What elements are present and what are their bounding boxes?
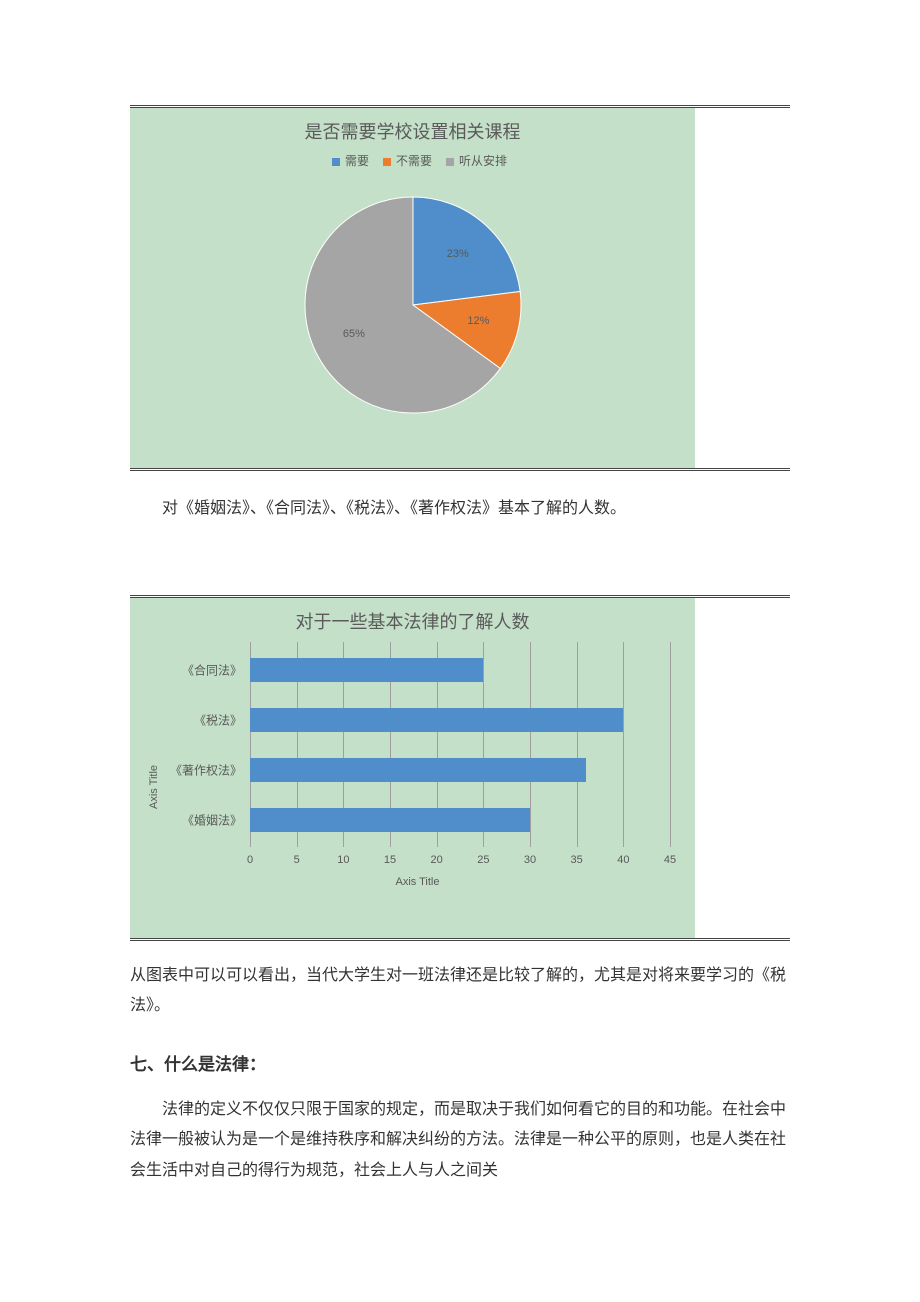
- bar-category-label: 《税法》: [194, 711, 250, 728]
- pie-chart-plot: 23% 12% 65%: [283, 175, 543, 435]
- bar: [250, 758, 586, 782]
- bar: [250, 658, 483, 682]
- legend-swatch: [332, 158, 340, 166]
- pie-chart-container: 是否需要学校设置相关课程 需要 不需要 听从安排 23% 12% 65%: [130, 105, 790, 471]
- pie-slice-label: 12%: [467, 315, 489, 327]
- grid-line: [670, 642, 671, 847]
- heading-7: 七、什么是法律：: [130, 1050, 790, 1075]
- x-tick-label: 15: [384, 854, 396, 866]
- bar-row: 《税法》: [250, 708, 623, 732]
- legend-label: 需要: [345, 154, 369, 168]
- bar-row: 《合同法》: [250, 658, 483, 682]
- bar-chart: 对于一些基本法律的了解人数 Axis Title 0 5 10 15 20 25 30 35 4…: [130, 598, 695, 938]
- legend-swatch: [446, 158, 454, 166]
- grid-line: [530, 642, 531, 847]
- legend-label: 不需要: [396, 154, 432, 168]
- grid-line: [577, 642, 578, 847]
- x-tick-label: 0: [247, 854, 253, 866]
- pie-chart-legend: 需要 不需要 听从安排: [130, 152, 695, 169]
- x-tick-label: 10: [337, 854, 349, 866]
- bar-category-label: 《婚姻法》: [182, 811, 250, 828]
- paragraph-after-bar: 从图表中可以可以看出，当代大学生对一班法律还是比较了解的，尤其是对将来要学习的《…: [130, 961, 790, 1022]
- x-tick-label: 30: [524, 854, 536, 866]
- legend-label: 听从安排: [459, 154, 507, 168]
- bar-row: 《婚姻法》: [250, 808, 530, 832]
- bar-category-label: 《著作权法》: [170, 761, 250, 778]
- bar: [250, 708, 623, 732]
- bar-chart-container: 对于一些基本法律的了解人数 Axis Title 0 5 10 15 20 25 30 35 4…: [130, 595, 790, 941]
- bar-chart-plot: 051015202530354045《合同法》《税法》《著作权法》《婚姻法》: [250, 642, 670, 872]
- x-tick-label: 25: [477, 854, 489, 866]
- grid-line: [623, 642, 624, 847]
- x-tick-label: 20: [431, 854, 443, 866]
- legend-swatch: [383, 158, 391, 166]
- paragraph-7: 法律的定义不仅仅只限于国家的规定，而是取决于我们如何看它的目的和功能。在社会中法…: [130, 1095, 790, 1186]
- bar-chart-title: 对于一些基本法律的了解人数: [130, 608, 695, 634]
- caption-under-pie: 对《婚姻法》、《合同法》、《税法》、《著作权法》基本了解的人数。: [130, 493, 790, 525]
- bar-row: 《著作权法》: [250, 758, 586, 782]
- pie-chart-title: 是否需要学校设置相关课程: [130, 118, 695, 144]
- pie-slice-label: 23%: [447, 248, 469, 260]
- x-tick-label: 40: [617, 854, 629, 866]
- pie-slice-label: 65%: [343, 328, 365, 340]
- bar-chart-y-axis-title: Axis Title: [148, 765, 160, 809]
- bar-chart-area: Axis Title 0 5 10 15 20 25 30 35 40 45 《合同法》《税法》《著…: [130, 642, 695, 932]
- x-tick-label: 5: [294, 854, 300, 866]
- x-tick-label: 35: [571, 854, 583, 866]
- bar-chart-x-axis-title: Axis Title: [160, 876, 675, 888]
- bar-category-label: 《合同法》: [182, 661, 250, 678]
- x-tick-label: 45: [664, 854, 676, 866]
- bar: [250, 808, 530, 832]
- pie-chart: 是否需要学校设置相关课程 需要 不需要 听从安排 23% 12% 65%: [130, 108, 695, 468]
